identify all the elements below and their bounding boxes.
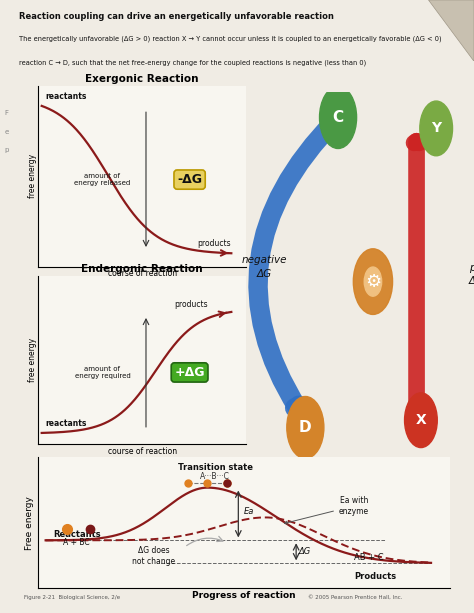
Text: reaction C → D, such that the net free-energy change for the coupled reactions i: reaction C → D, such that the net free-e… — [19, 59, 366, 66]
Circle shape — [420, 101, 453, 156]
X-axis label: course of reaction: course of reaction — [108, 270, 177, 278]
Circle shape — [364, 267, 382, 296]
Text: Figure 2-21  Biological Science, 2/e: Figure 2-21 Biological Science, 2/e — [24, 595, 120, 600]
Text: amount of
energy required: amount of energy required — [74, 366, 130, 379]
Text: ΔG does
not change: ΔG does not change — [132, 546, 175, 566]
Circle shape — [404, 393, 437, 447]
Text: Reaction coupling can drive an energetically unfavorable reaction: Reaction coupling can drive an energetic… — [19, 12, 334, 21]
Text: The energetically unfavorable (ΔG > 0) reaction X → Y cannot occur unless it is : The energetically unfavorable (ΔG > 0) r… — [19, 36, 442, 42]
Text: p: p — [5, 147, 9, 153]
Text: A···B···C: A···B···C — [201, 472, 230, 481]
Circle shape — [319, 86, 356, 148]
Text: Transition state: Transition state — [178, 463, 253, 471]
Text: reactants: reactants — [46, 92, 87, 101]
Title: Exergonic Reaction: Exergonic Reaction — [85, 74, 199, 83]
Text: A + BC: A + BC — [63, 538, 90, 547]
Text: e: e — [5, 129, 9, 135]
Text: F: F — [5, 110, 9, 116]
X-axis label: course of reaction: course of reaction — [108, 447, 177, 456]
Circle shape — [287, 397, 324, 459]
Text: Ea with
enzyme: Ea with enzyme — [284, 496, 369, 524]
Y-axis label: free energy: free energy — [27, 154, 36, 198]
Text: X: X — [416, 413, 426, 427]
Polygon shape — [428, 0, 474, 61]
Y-axis label: free energy: free energy — [27, 338, 36, 382]
Text: Y: Y — [431, 121, 441, 135]
Text: Ea: Ea — [244, 507, 255, 516]
Text: products: products — [197, 239, 231, 248]
Text: ⚙: ⚙ — [365, 273, 381, 291]
Text: © 2005 Pearson Prentice Hall, Inc.: © 2005 Pearson Prentice Hall, Inc. — [309, 595, 403, 600]
FancyArrowPatch shape — [414, 141, 419, 417]
Text: negative
ΔG: negative ΔG — [241, 256, 287, 279]
X-axis label: Progress of reaction: Progress of reaction — [192, 592, 296, 600]
Text: -ΔG: -ΔG — [177, 173, 202, 186]
Text: amount of
energy released: amount of energy released — [74, 173, 130, 186]
Text: D: D — [299, 420, 312, 435]
Text: reactants: reactants — [46, 419, 87, 428]
Text: +ΔG: +ΔG — [174, 366, 205, 379]
Y-axis label: Free energy: Free energy — [25, 496, 34, 549]
Title: Endergonic Reaction: Endergonic Reaction — [82, 264, 203, 273]
Text: positiv•
ΔG: positiv• ΔG — [469, 263, 474, 286]
Text: Reactants: Reactants — [54, 530, 101, 539]
Text: AB + C: AB + C — [354, 553, 383, 562]
Text: ΔG: ΔG — [298, 547, 310, 557]
Text: products: products — [174, 300, 208, 309]
Circle shape — [353, 249, 392, 314]
Text: C: C — [332, 110, 344, 125]
FancyArrowPatch shape — [258, 120, 336, 408]
Text: Products: Products — [354, 573, 396, 582]
